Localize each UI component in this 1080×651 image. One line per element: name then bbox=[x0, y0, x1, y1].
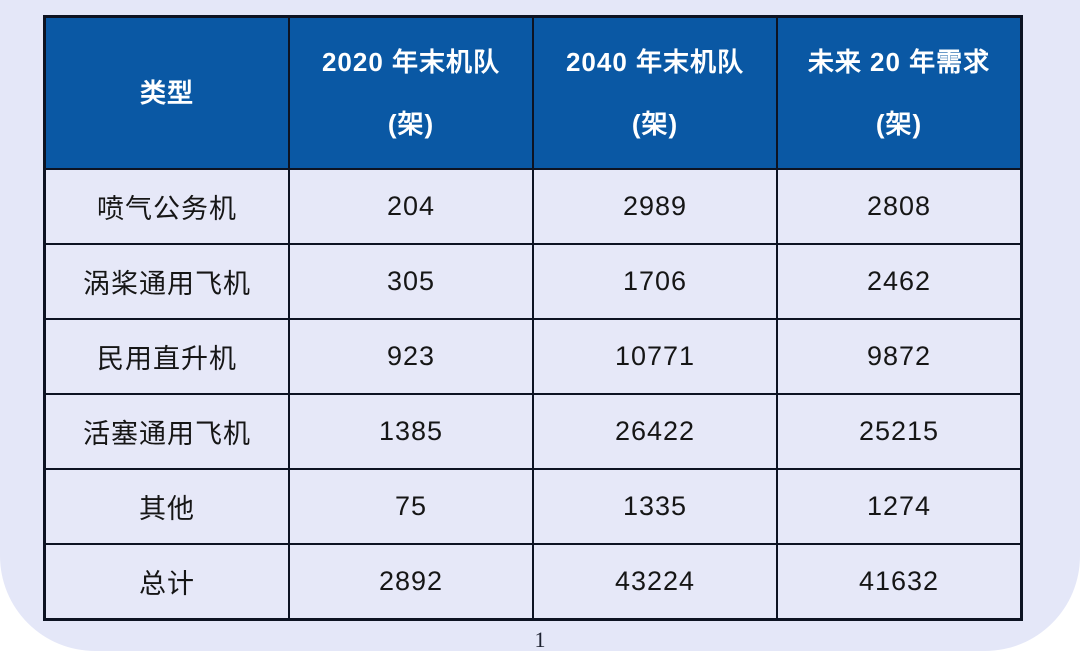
cell-20yr-demand: 9872 bbox=[778, 320, 1020, 393]
cell-2040-fleet: 1335 bbox=[534, 470, 776, 543]
cell-row-type: 涡桨通用飞机 bbox=[46, 245, 288, 318]
page-number: 1 bbox=[534, 627, 546, 651]
cell-20yr-demand: 2808 bbox=[778, 170, 1020, 243]
cell-2020-fleet: 75 bbox=[290, 470, 532, 543]
cell-20yr-demand: 2462 bbox=[778, 245, 1020, 318]
header-label: 未来 20 年需求 bbox=[807, 47, 991, 77]
fleet-forecast-table: 类型 2020 年末机队 (架) 2040 年末机队 (架) 未来 20 年需求… bbox=[43, 15, 1023, 621]
header-label: 类型 bbox=[139, 78, 194, 108]
header-label: 2020 年末机队 bbox=[321, 47, 501, 77]
cell-row-type: 民用直升机 bbox=[46, 320, 288, 393]
cell-20yr-demand: 25215 bbox=[778, 395, 1020, 468]
cell-2040-fleet: 1706 bbox=[534, 245, 776, 318]
cell-2040-fleet: 10771 bbox=[534, 320, 776, 393]
cell-2020-fleet: 204 bbox=[290, 170, 532, 243]
header-label: 2040 年末机队 bbox=[565, 47, 745, 77]
cell-20yr-demand-total: 41632 bbox=[778, 545, 1020, 618]
cell-row-type: 其他 bbox=[46, 470, 288, 543]
cell-2020-fleet-total: 2892 bbox=[290, 545, 532, 618]
header-unit: (架) bbox=[875, 109, 923, 139]
header-cell-20yr-demand: 未来 20 年需求 (架) bbox=[778, 18, 1020, 168]
cell-row-type-total: 总计 bbox=[46, 545, 288, 618]
cell-row-type: 喷气公务机 bbox=[46, 170, 288, 243]
cell-row-type: 活塞通用飞机 bbox=[46, 395, 288, 468]
header-cell-type: 类型 bbox=[46, 18, 288, 168]
cell-2020-fleet: 923 bbox=[290, 320, 532, 393]
cell-2020-fleet: 305 bbox=[290, 245, 532, 318]
cell-2040-fleet: 2989 bbox=[534, 170, 776, 243]
cell-20yr-demand: 1274 bbox=[778, 470, 1020, 543]
cell-2040-fleet: 26422 bbox=[534, 395, 776, 468]
header-cell-2020-fleet: 2020 年末机队 (架) bbox=[290, 18, 532, 168]
cell-2040-fleet-total: 43224 bbox=[534, 545, 776, 618]
header-unit: (架) bbox=[387, 109, 435, 139]
header-unit: (架) bbox=[631, 109, 679, 139]
cell-2020-fleet: 1385 bbox=[290, 395, 532, 468]
header-cell-2040-fleet: 2040 年末机队 (架) bbox=[534, 18, 776, 168]
